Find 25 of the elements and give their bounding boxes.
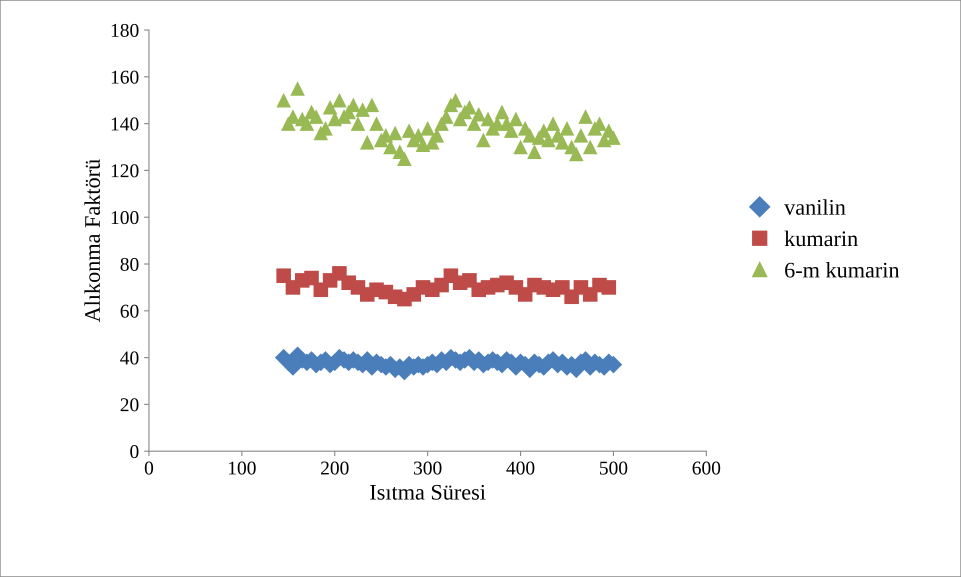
y-tick-label: 0: [130, 445, 138, 458]
y-tick-label: 20: [120, 398, 138, 412]
legend-label: kumarin: [784, 230, 858, 246]
y-tick-label: 160: [112, 70, 138, 84]
legend-label: 6-m kumarin: [785, 262, 900, 278]
x-tick-label: 0: [144, 462, 154, 475]
x-tick-label: 400: [506, 462, 534, 475]
x-tick-label: 600: [692, 462, 720, 475]
x-tick-label: 100: [228, 462, 256, 475]
y-tick-label: 80: [120, 258, 138, 271]
point: [276, 268, 291, 283]
y-tick-label: 60: [120, 304, 138, 318]
x-tick-label: 300: [414, 462, 442, 475]
y-tick-label: 120: [112, 164, 138, 178]
y-tick-label: 180: [112, 24, 138, 37]
y-tick-label: 100: [112, 211, 138, 224]
x-tick-label: 200: [321, 462, 349, 475]
legend-label: vanilin: [784, 199, 846, 215]
point: [602, 280, 616, 295]
y-axis-title: Alıkonma Faktörü: [84, 159, 100, 322]
y-tick-label: 140: [112, 117, 138, 131]
point: [304, 270, 319, 286]
x-axis-title: Isıtma Süresi: [370, 484, 486, 500]
x-tick-label: 500: [600, 462, 628, 475]
y-tick-label: 40: [120, 351, 138, 365]
